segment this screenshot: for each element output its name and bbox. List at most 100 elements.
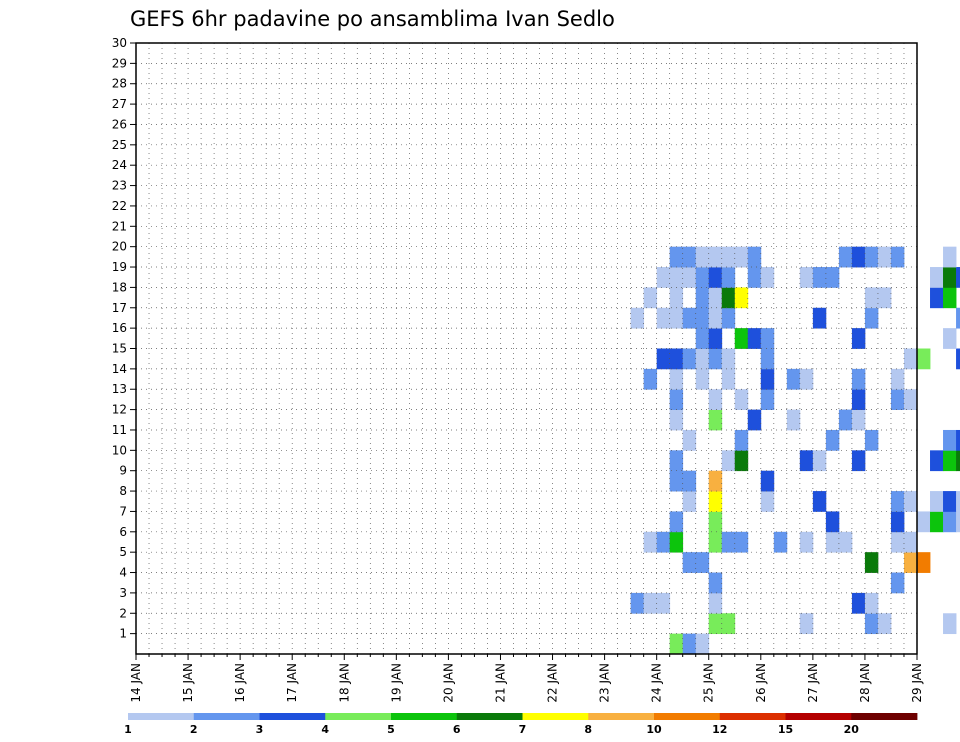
precip-cell bbox=[669, 511, 684, 533]
x-tick-label: 26 JAN bbox=[754, 663, 768, 703]
precip-cell bbox=[890, 511, 905, 533]
precip-cell bbox=[851, 328, 866, 349]
precip-cell bbox=[812, 491, 827, 512]
precip-cell bbox=[643, 531, 658, 553]
precip-cell bbox=[721, 348, 736, 370]
precip-cell bbox=[943, 267, 957, 288]
precip-cell bbox=[708, 511, 723, 533]
precip-cell bbox=[708, 267, 723, 288]
heatmap-cells bbox=[630, 246, 960, 655]
x-tick-label: 20 JAN bbox=[441, 663, 455, 703]
precip-cell bbox=[930, 491, 944, 512]
precip-cell bbox=[682, 470, 697, 492]
y-tick-label: 21 bbox=[112, 219, 127, 233]
y-tick-label: 5 bbox=[119, 545, 127, 559]
precip-cell bbox=[708, 592, 723, 614]
y-tick-label: 29 bbox=[112, 56, 127, 70]
precip-cell bbox=[943, 511, 957, 533]
legend-label: 4 bbox=[321, 723, 329, 736]
precip-cell bbox=[682, 491, 697, 512]
y-axis-ticks: 1234567891011121314151617181920212223242… bbox=[112, 36, 136, 641]
precip-cell bbox=[695, 267, 710, 288]
precip-cell bbox=[682, 246, 697, 268]
y-tick-label: 24 bbox=[112, 158, 127, 172]
precip-cell bbox=[812, 307, 827, 329]
precip-cell bbox=[930, 287, 944, 309]
precip-cell bbox=[956, 511, 960, 533]
precip-cell bbox=[825, 267, 840, 288]
precip-cell bbox=[695, 633, 710, 655]
precip-cell bbox=[890, 368, 905, 390]
precip-cell bbox=[917, 552, 931, 573]
y-tick-label: 8 bbox=[119, 484, 127, 498]
y-tick-label: 20 bbox=[112, 240, 127, 254]
y-tick-label: 28 bbox=[112, 77, 127, 91]
precip-cell bbox=[708, 531, 723, 553]
precip-cell bbox=[669, 307, 684, 329]
precip-cell bbox=[669, 267, 684, 288]
y-tick-label: 12 bbox=[112, 403, 127, 417]
precip-cell bbox=[669, 450, 684, 472]
precip-cell bbox=[682, 307, 697, 329]
legend-swatch bbox=[325, 713, 392, 720]
x-tick-label: 28 JAN bbox=[858, 663, 872, 703]
precip-cell bbox=[943, 429, 957, 451]
precip-cell bbox=[708, 470, 723, 492]
y-tick-label: 2 bbox=[119, 606, 127, 620]
legend-label: 2 bbox=[190, 723, 198, 736]
precip-cell bbox=[682, 429, 697, 451]
precip-cell bbox=[864, 246, 879, 268]
y-tick-label: 15 bbox=[112, 342, 127, 356]
precip-cell bbox=[799, 267, 814, 288]
precip-cell bbox=[799, 531, 814, 553]
precip-cell bbox=[721, 307, 736, 329]
y-tick-label: 11 bbox=[112, 423, 127, 437]
y-tick-label: 1 bbox=[119, 627, 127, 641]
precip-cell bbox=[864, 307, 879, 329]
x-tick-label: 29 JAN bbox=[910, 663, 924, 703]
precip-cell bbox=[721, 246, 736, 268]
precip-cell bbox=[669, 246, 684, 268]
precip-cell bbox=[734, 328, 749, 349]
legend-label: 10 bbox=[646, 723, 662, 736]
precip-cell bbox=[799, 450, 814, 472]
precip-cell bbox=[825, 531, 840, 553]
precip-cell bbox=[747, 267, 762, 288]
legend-label: 6 bbox=[453, 723, 461, 736]
y-tick-label: 30 bbox=[112, 36, 127, 50]
y-tick-label: 17 bbox=[112, 301, 127, 315]
precip-cell bbox=[760, 328, 775, 349]
precip-cell bbox=[917, 511, 931, 533]
precip-cell bbox=[669, 348, 684, 370]
y-tick-label: 9 bbox=[119, 464, 127, 478]
legend-swatch bbox=[391, 713, 458, 720]
precip-cell bbox=[903, 348, 918, 370]
precip-cell bbox=[643, 592, 658, 614]
legend-swatch bbox=[128, 713, 195, 720]
legend-label: 12 bbox=[712, 723, 727, 736]
precip-cell bbox=[669, 470, 684, 492]
precip-cell bbox=[760, 368, 775, 390]
precip-cell bbox=[708, 328, 723, 349]
precip-cell bbox=[760, 348, 775, 370]
y-tick-label: 16 bbox=[112, 321, 127, 335]
precip-cell bbox=[864, 552, 879, 573]
precip-cell bbox=[695, 287, 710, 309]
precip-cell bbox=[903, 531, 918, 553]
precip-cell bbox=[930, 267, 944, 288]
precip-cell bbox=[734, 450, 749, 472]
precip-cell bbox=[864, 613, 879, 635]
precip-cell bbox=[812, 267, 827, 288]
precip-cell bbox=[851, 409, 866, 431]
precip-cell bbox=[956, 348, 960, 370]
precip-cell bbox=[812, 450, 827, 472]
y-tick-label: 19 bbox=[112, 260, 127, 274]
precip-cell bbox=[669, 409, 684, 431]
x-tick-label: 22 JAN bbox=[546, 663, 560, 703]
precip-cell bbox=[943, 450, 957, 472]
precip-cell bbox=[930, 450, 944, 472]
x-tick-label: 19 JAN bbox=[389, 663, 403, 703]
legend-swatch bbox=[785, 713, 852, 720]
precip-cell bbox=[864, 592, 879, 614]
precip-cell bbox=[630, 592, 645, 614]
